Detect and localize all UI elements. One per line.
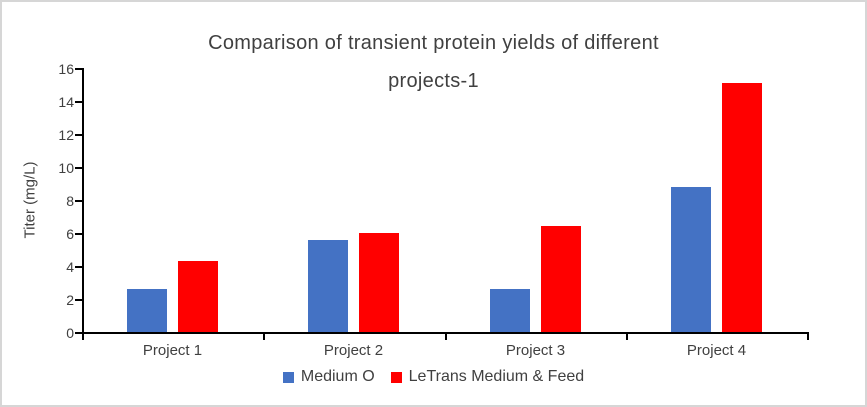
y-tick bbox=[75, 233, 82, 235]
y-tick bbox=[75, 134, 82, 136]
y-tick-label: 10 bbox=[58, 160, 74, 176]
legend-item-letrans-medium-feed: LeTrans Medium & Feed bbox=[390, 368, 585, 386]
y-tick bbox=[75, 68, 82, 70]
x-tick bbox=[445, 332, 447, 340]
y-tick bbox=[75, 200, 82, 202]
legend: Medium O LeTrans Medium & Feed bbox=[2, 368, 865, 386]
y-tick-label: 14 bbox=[58, 94, 74, 110]
y-tick-label: 16 bbox=[58, 61, 74, 77]
x-axis-label-project-3: Project 3 bbox=[505, 342, 566, 359]
x-tick bbox=[807, 332, 809, 340]
y-tick-label: 6 bbox=[66, 226, 74, 242]
x-axis-label-project-4: Project 4 bbox=[686, 342, 747, 359]
y-tick-label: 4 bbox=[66, 259, 74, 275]
legend-item-medium-o: Medium O bbox=[282, 368, 375, 386]
x-tick bbox=[82, 332, 84, 340]
bar-letrans-medium-feed-project-3 bbox=[541, 226, 581, 332]
legend-swatch-medium-o bbox=[282, 371, 294, 383]
legend-swatch-letrans-medium-feed bbox=[390, 371, 402, 383]
legend-label-letrans-medium-feed: LeTrans Medium & Feed bbox=[408, 368, 585, 385]
y-tick-label: 12 bbox=[58, 127, 74, 143]
y-tick bbox=[75, 167, 82, 169]
x-axis-label-project-2: Project 2 bbox=[323, 342, 384, 359]
y-tick-label: 0 bbox=[66, 325, 74, 341]
bar-letrans-medium-feed-project-2 bbox=[359, 233, 399, 332]
bar-medium-o-project-1 bbox=[127, 289, 167, 332]
legend-label-medium-o: Medium O bbox=[300, 368, 375, 385]
y-axis-line bbox=[82, 68, 84, 334]
bar-medium-o-project-2 bbox=[308, 240, 348, 332]
bar-letrans-medium-feed-project-4 bbox=[722, 83, 762, 332]
y-tick-label: 2 bbox=[66, 292, 74, 308]
chart-title-line-1: Comparison of transient protein yields o… bbox=[208, 32, 659, 54]
bar-medium-o-project-3 bbox=[490, 289, 530, 332]
y-tick-label: 8 bbox=[66, 193, 74, 209]
chart-title: Comparison of transient protein yields o… bbox=[2, 24, 865, 100]
y-tick bbox=[75, 332, 82, 334]
bar-medium-o-project-4 bbox=[671, 187, 711, 332]
x-tick bbox=[263, 332, 265, 340]
chart-title-line-2: projects-1 bbox=[388, 70, 479, 92]
bar-letrans-medium-feed-project-1 bbox=[178, 261, 218, 332]
x-tick bbox=[626, 332, 628, 340]
y-tick bbox=[75, 266, 82, 268]
y-tick bbox=[75, 299, 82, 301]
x-axis-label-project-1: Project 1 bbox=[142, 342, 203, 359]
y-tick bbox=[75, 101, 82, 103]
